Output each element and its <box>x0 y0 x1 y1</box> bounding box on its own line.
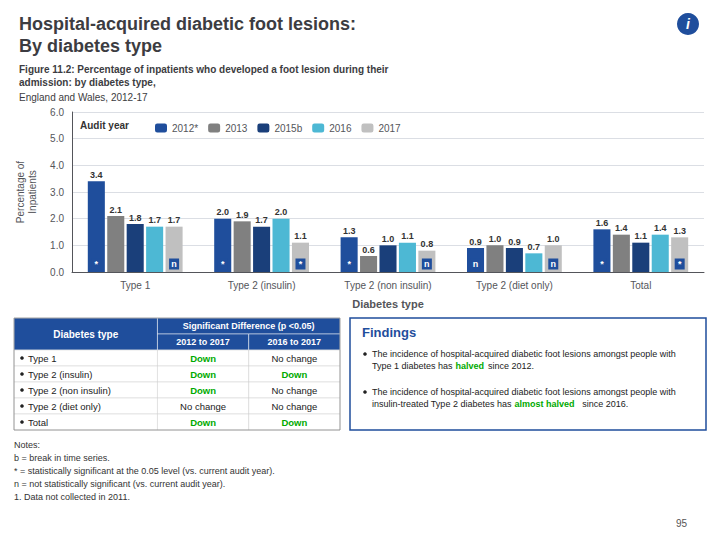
svg-text:5.0: 5.0 <box>50 133 64 144</box>
svg-text:England and Wales, 2012-17: England and Wales, 2012-17 <box>19 92 148 103</box>
svg-text:admission: by diabetes type,: admission: by diabetes type, <box>19 77 156 88</box>
svg-text:2.1: 2.1 <box>110 205 123 215</box>
svg-text:1.3: 1.3 <box>343 226 356 236</box>
svg-text:Figure 11.2: Percentage of inp: Figure 11.2: Percentage of inpatients wh… <box>19 64 389 75</box>
svg-text:n: n <box>551 259 557 269</box>
svg-text:2.0: 2.0 <box>275 207 288 217</box>
svg-text:Diabetes type: Diabetes type <box>53 329 118 340</box>
svg-text:1.4: 1.4 <box>615 223 628 233</box>
svg-text:1.0: 1.0 <box>50 240 64 251</box>
svg-text:1.8: 1.8 <box>129 213 142 223</box>
svg-text:Audit year: Audit year <box>80 120 129 131</box>
svg-text:Down: Down <box>190 385 216 396</box>
svg-text:2013: 2013 <box>225 123 248 134</box>
svg-text:Type 2 (diet only): Type 2 (diet only) <box>28 401 101 412</box>
svg-text:4.0: 4.0 <box>50 160 64 171</box>
svg-text:1.0: 1.0 <box>547 234 560 244</box>
svg-text:Type 2 (non insulin): Type 2 (non insulin) <box>28 385 111 396</box>
svg-text:*: * <box>95 259 99 269</box>
svg-text:Type 2 (insulin): Type 2 (insulin) <box>228 280 296 291</box>
svg-text:2017: 2017 <box>378 123 401 134</box>
svg-text:Type 1 diabetes has: Type 1 diabetes has <box>372 361 455 371</box>
svg-text:*: * <box>678 259 682 269</box>
svg-text:0.6: 0.6 <box>362 245 375 255</box>
svg-text:No change: No change <box>180 401 226 412</box>
svg-text:No change: No change <box>271 401 317 412</box>
svg-text:n: n <box>473 259 479 269</box>
svg-text:Type 2 (insulin): Type 2 (insulin) <box>28 369 92 380</box>
svg-text:1.7: 1.7 <box>148 215 161 225</box>
svg-text:Diabetes type: Diabetes type <box>352 298 424 310</box>
svg-text:No change: No change <box>271 385 317 396</box>
svg-text:1.3: 1.3 <box>673 226 686 236</box>
svg-text:Type 2 (non insulin): Type 2 (non insulin) <box>344 280 431 291</box>
svg-text:Down: Down <box>281 417 307 428</box>
svg-text:2.0: 2.0 <box>50 213 64 224</box>
svg-text:halved: halved <box>456 361 485 371</box>
svg-text:* = statistically significant: * = statistically significant at the 0.0… <box>14 466 275 476</box>
svg-text:2016 to 2017: 2016 to 2017 <box>268 337 322 347</box>
svg-text:0.7: 0.7 <box>528 242 541 252</box>
svg-text:n = not statistically signific: n = not statistically significant (vs. c… <box>14 479 225 489</box>
svg-text:Down: Down <box>281 369 307 380</box>
svg-text:Significant Difference (p <0.0: Significant Difference (p <0.05) <box>183 321 315 331</box>
svg-text:Hospital-acquired diabetic foo: Hospital-acquired diabetic foot lesions: <box>19 14 356 34</box>
svg-text:Total: Total <box>28 417 48 428</box>
svg-text:n: n <box>424 259 430 269</box>
svg-text:1.9: 1.9 <box>236 210 249 220</box>
svg-text:1.1: 1.1 <box>401 231 414 241</box>
svg-text:Down: Down <box>190 417 216 428</box>
svg-text:1.0: 1.0 <box>489 234 502 244</box>
svg-text:95: 95 <box>676 518 688 529</box>
svg-text:Down: Down <box>190 353 216 364</box>
svg-text:Down: Down <box>190 369 216 380</box>
svg-text:b = break in time series.: b = break in time series. <box>14 453 110 463</box>
svg-text:1.6: 1.6 <box>596 218 609 228</box>
svg-text:1.0: 1.0 <box>382 234 395 244</box>
svg-text:*: * <box>347 259 351 269</box>
svg-text:2016: 2016 <box>329 123 352 134</box>
svg-text:2012*: 2012* <box>172 123 198 134</box>
svg-text:Notes:: Notes: <box>14 440 40 450</box>
svg-text:Type 1: Type 1 <box>28 353 57 364</box>
svg-text:0.9: 0.9 <box>508 237 521 247</box>
svg-text:almost halved: almost halved <box>515 399 575 409</box>
svg-text:n: n <box>171 259 177 269</box>
svg-text:No change: No change <box>271 353 317 364</box>
svg-text:3.0: 3.0 <box>50 187 64 198</box>
svg-text:1.7: 1.7 <box>168 215 181 225</box>
svg-text:i: i <box>686 16 691 32</box>
svg-text:2012 to 2017: 2012 to 2017 <box>176 337 230 347</box>
svg-text:0.8: 0.8 <box>421 239 434 249</box>
svg-text:The incidence of hospital-acqu: The incidence of hospital-acquired diabe… <box>372 387 678 397</box>
svg-text:2.0: 2.0 <box>216 207 229 217</box>
svg-text:3.4: 3.4 <box>90 170 103 180</box>
svg-text:1. Data not collected in 2011.: 1. Data not collected in 2011. <box>14 492 130 502</box>
svg-text:since 2016.: since 2016. <box>580 399 629 409</box>
svg-text:insulin-treated Type 2 diabete: insulin-treated Type 2 diabetes has <box>372 399 514 409</box>
svg-text:1.7: 1.7 <box>255 215 268 225</box>
svg-text:2015b: 2015b <box>274 123 302 134</box>
svg-text:Findings: Findings <box>362 325 416 340</box>
svg-text:By diabetes type: By diabetes type <box>19 36 162 56</box>
svg-text:0.0: 0.0 <box>50 267 64 278</box>
svg-text:since 2012.: since 2012. <box>486 361 535 371</box>
svg-text:1.1: 1.1 <box>294 231 307 241</box>
svg-text:Total: Total <box>630 280 651 291</box>
svg-text:1.1: 1.1 <box>635 231 648 241</box>
svg-text:*: * <box>221 259 225 269</box>
svg-text:The incidence of hospital-acqu: The incidence of hospital-acquired diabe… <box>372 349 678 359</box>
svg-text:Type 2 (diet only): Type 2 (diet only) <box>476 280 553 291</box>
svg-text:*: * <box>600 259 604 269</box>
svg-text:6.0: 6.0 <box>50 107 64 118</box>
svg-text:Type 1: Type 1 <box>120 280 150 291</box>
svg-text:Percentage of: Percentage of <box>15 161 26 223</box>
svg-text:*: * <box>299 259 303 269</box>
svg-text:Inpatients: Inpatients <box>27 170 38 213</box>
svg-text:0.9: 0.9 <box>469 237 482 247</box>
svg-text:1.4: 1.4 <box>654 223 667 233</box>
